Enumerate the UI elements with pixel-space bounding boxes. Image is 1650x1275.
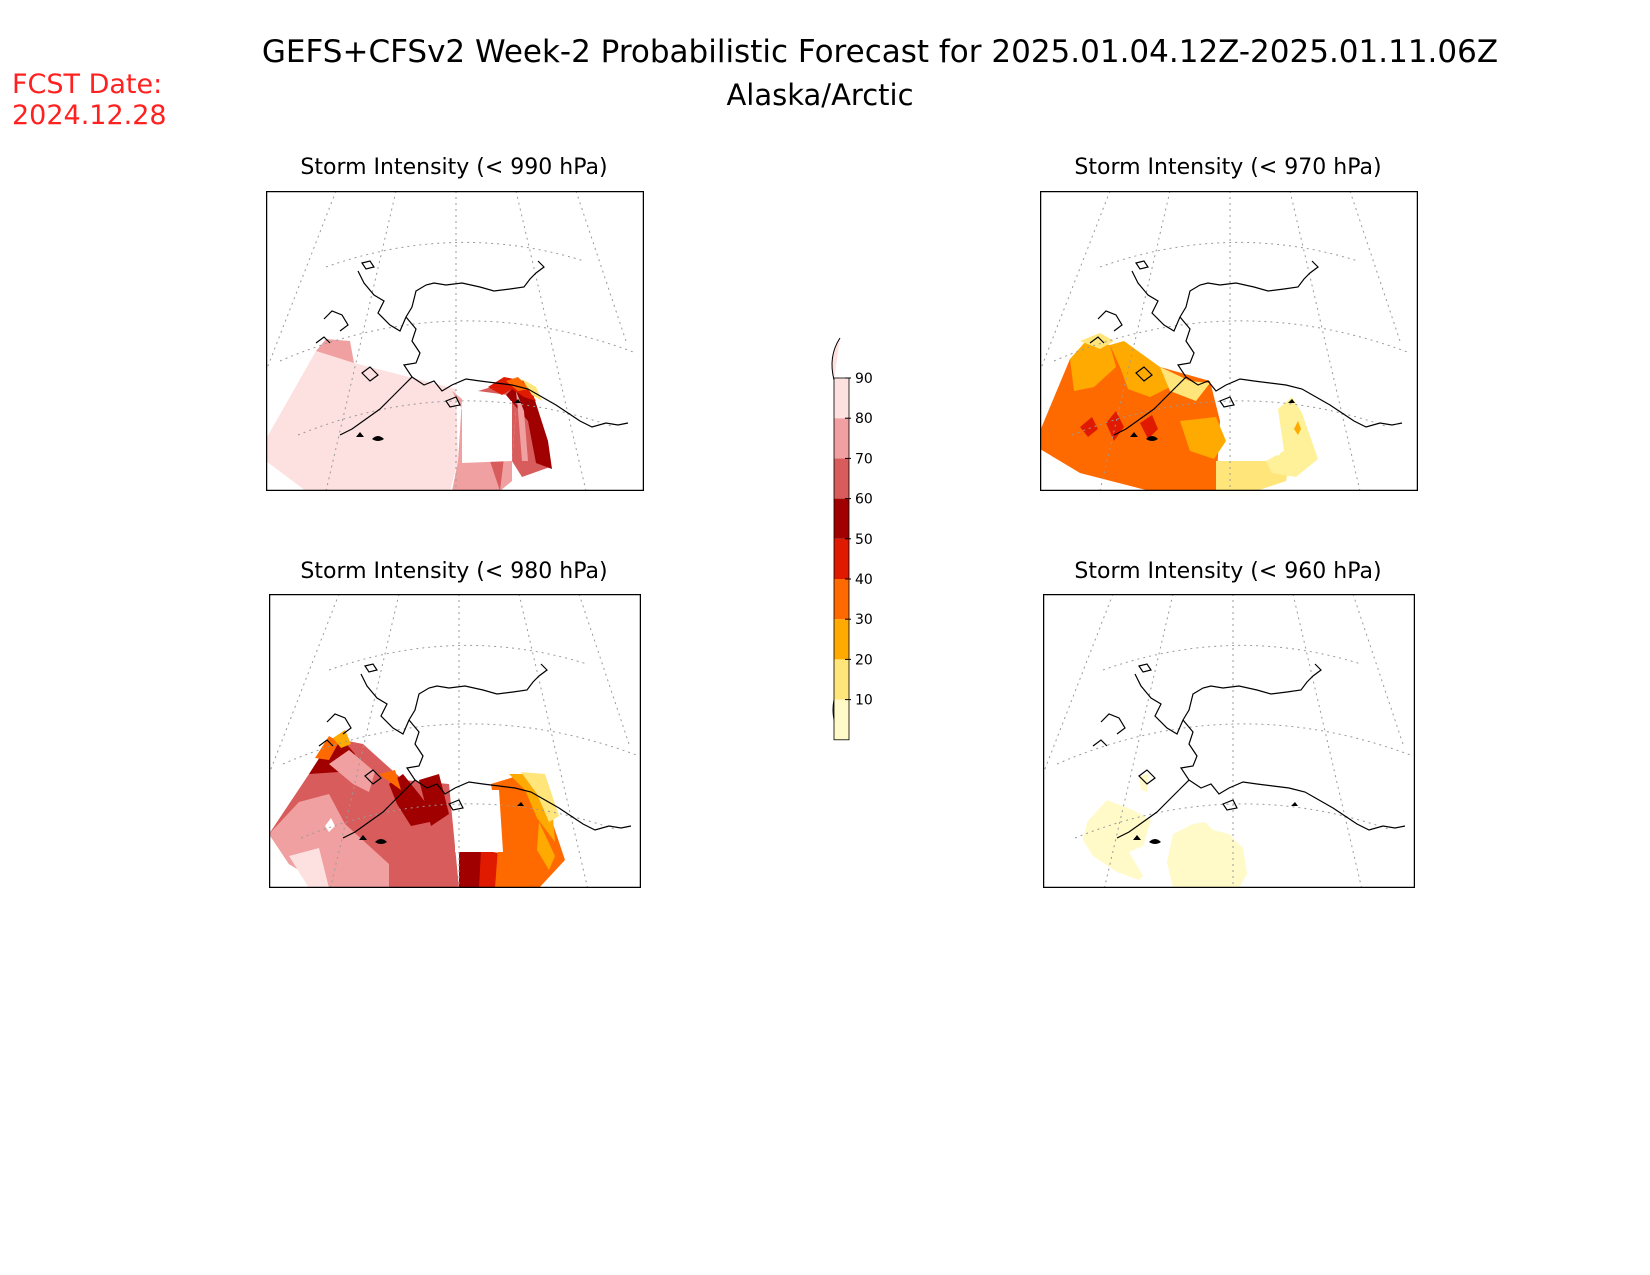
colorbar: 10 20 30 40 50 60 70 80 90 — [831, 337, 873, 741]
colorbar-top-cap — [831, 337, 841, 381]
panel-960hpa: Storm Intensity (< 960 hPa) — [1043, 559, 1415, 888]
figure-subtitle: Alaska/Arctic — [726, 78, 913, 112]
colorbar-swatch-9 — [834, 378, 849, 419]
panel-title: Storm Intensity (< 980 hPa) — [300, 559, 607, 584]
colorbar-swatch-8 — [834, 418, 849, 459]
probability-fill — [266, 339, 552, 491]
colorbar-label: 50 — [855, 532, 873, 548]
panel-title: Storm Intensity (< 970 hPa) — [1074, 155, 1381, 180]
colorbar-swatch-4 — [834, 579, 849, 620]
colorbar-label: 30 — [855, 612, 873, 628]
colorbar-label: 40 — [855, 572, 873, 588]
panel-title: Storm Intensity (< 990 hPa) — [300, 155, 607, 180]
colorbar-swatch-6 — [834, 498, 849, 539]
panel-990hpa: Storm Intensity (< 990 hPa) — [266, 155, 644, 491]
colorbar-label: 80 — [855, 411, 873, 427]
colorbar-label: 20 — [855, 652, 873, 668]
panel-980hpa: Storm Intensity (< 980 hPa) — [269, 559, 641, 888]
colorbar-swatch-3 — [834, 619, 849, 660]
figure-title: GEFS+CFSv2 Week-2 Probabilistic Forecast… — [262, 34, 1498, 70]
colorbar-label: 10 — [855, 693, 873, 709]
colorbar-swatch-1 — [834, 699, 849, 740]
probability-fill — [1083, 774, 1247, 888]
probability-fill — [269, 730, 565, 888]
panel-title: Storm Intensity (< 960 hPa) — [1074, 559, 1381, 584]
colorbar-label: 90 — [855, 371, 873, 387]
colorbar-label: 70 — [855, 451, 873, 467]
fcst-date-value: 2024.12.28 — [12, 100, 167, 131]
panel-970hpa: Storm Intensity (< 970 hPa) — [1040, 155, 1418, 491]
colorbar-swatch-5 — [834, 538, 849, 579]
fcst-date-label: FCST Date: — [12, 69, 162, 100]
colorbar-swatch-2 — [834, 659, 849, 700]
colorbar-swatch-7 — [834, 458, 849, 499]
probability-fill — [1040, 333, 1318, 491]
colorbar-label: 60 — [855, 492, 873, 508]
colorbar-outline — [833, 377, 850, 741]
header: GEFS+CFSv2 Week-2 Probabilistic Forecast… — [12, 34, 1498, 131]
